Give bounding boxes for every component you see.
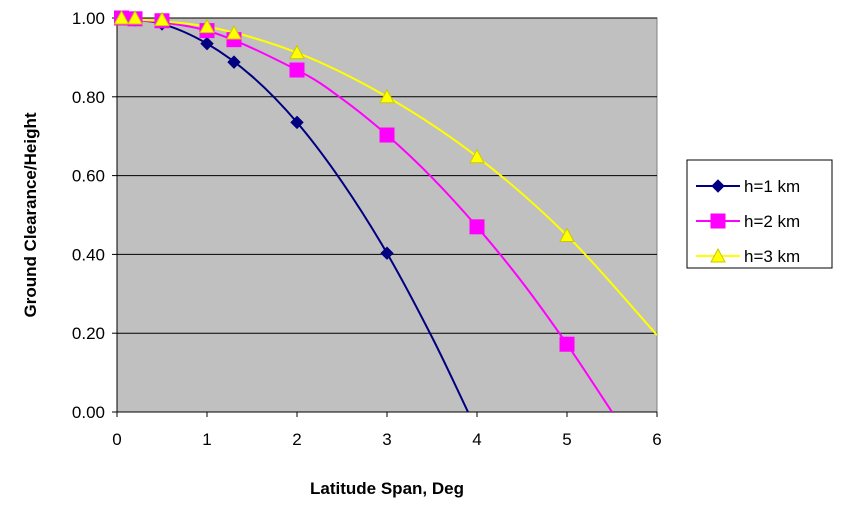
data-point-marker [113, 9, 130, 25]
data-point-marker [469, 219, 485, 235]
data-point-marker [469, 148, 485, 164]
data-point-marker [559, 336, 575, 352]
legend: h=1 km h=2 km h=3 km [686, 159, 833, 269]
legend-marker [710, 213, 726, 229]
data-point-marker [226, 24, 242, 40]
x-tick-label: 2 [292, 430, 301, 449]
data-point-marker [200, 36, 214, 51]
legend-label: h=3 km [744, 247, 800, 266]
gridlines [117, 17, 657, 334]
data-point-marker [290, 115, 304, 130]
series-markers [113, 9, 575, 352]
legend-label: h=2 km [744, 212, 800, 231]
legend-marker [710, 247, 726, 263]
y-tick-label: 0.40 [72, 245, 105, 264]
x-tick-label: 0 [112, 430, 121, 449]
y-tick-label: 0.80 [72, 88, 105, 107]
data-point-marker [199, 18, 215, 34]
tick-labels: 0.00 0.20 0.40 0.60 0.80 1.00 0 1 2 3 4 5 6 [72, 9, 662, 449]
data-point-marker [127, 9, 143, 25]
data-point-marker [154, 11, 170, 27]
data-point-marker [379, 88, 395, 104]
x-tick-label: 6 [652, 430, 661, 449]
legend-marker [711, 179, 725, 193]
series-line [117, 18, 469, 412]
data-point-marker [289, 44, 305, 60]
data-point-marker [380, 246, 394, 260]
legend-label: h=1 km [744, 177, 800, 196]
data-point-marker [559, 227, 575, 242]
x-tick-label: 4 [472, 430, 481, 449]
y-tick-label: 0.00 [72, 403, 105, 422]
x-tick-label: 1 [202, 430, 211, 449]
y-tick-label: 0.60 [72, 167, 105, 186]
data-point-marker [379, 127, 395, 143]
data-point-marker [289, 62, 305, 78]
x-tick-label: 3 [382, 430, 391, 449]
axes [112, 17, 658, 417]
plot-area [116, 17, 658, 413]
y-axis-title: Ground Clearance/Height [21, 112, 40, 317]
y-tick-label: 0.20 [72, 324, 105, 343]
legend-entries: h=1 km h=2 km h=3 km [696, 177, 800, 266]
y-tick-label: 1.00 [72, 9, 105, 28]
x-axis-title: Latitude Span, Deg [310, 479, 464, 498]
data-point-marker [227, 55, 241, 69]
x-tick-label: 5 [562, 430, 571, 449]
